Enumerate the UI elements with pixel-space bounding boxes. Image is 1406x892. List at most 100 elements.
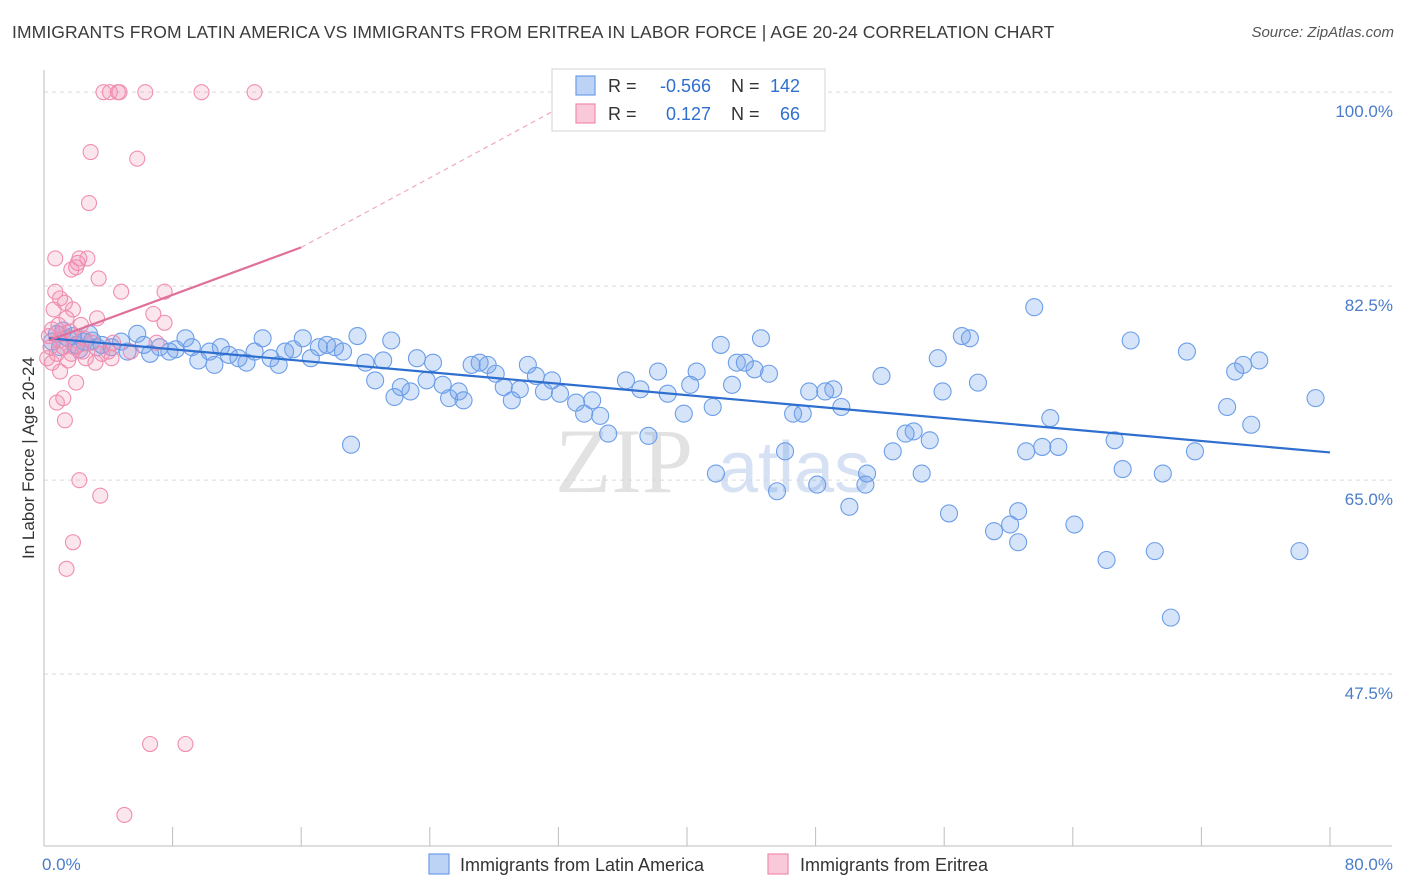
latin-america-point	[1290, 542, 1309, 561]
eritrea-point	[71, 472, 88, 489]
latin-america-point	[1001, 515, 1020, 534]
latin-america-point	[904, 422, 923, 441]
eritrea-point	[58, 560, 75, 577]
eritrea-trend-line	[48, 246, 302, 342]
watermark: ZIP atlas	[555, 410, 870, 512]
latin-america-point	[1234, 355, 1253, 374]
latin-america-point	[1033, 437, 1052, 456]
eritrea-point	[90, 270, 107, 287]
watermark-atlas: atlas	[718, 428, 870, 508]
latin-america-point	[510, 380, 529, 399]
latin-america-point	[639, 426, 658, 445]
latin-america-point	[407, 349, 426, 368]
latin-america-point	[872, 366, 891, 386]
latin-america-point	[1218, 397, 1237, 417]
eritrea-point	[111, 84, 128, 101]
stats-swatch-pink	[575, 103, 596, 124]
latin-america-point	[703, 397, 722, 417]
latin-america-point	[832, 397, 851, 417]
y-tick-label: 82.5%	[1345, 296, 1393, 315]
stats-legend: R = -0.566 N = 142 R = 0.127 N = 66	[551, 68, 826, 132]
y-tick-label: 100.0%	[1335, 102, 1393, 121]
eritrea-point	[246, 84, 263, 101]
eritrea-point	[43, 354, 61, 371]
watermark-zip: ZIP	[555, 410, 693, 512]
latin-america-point	[1025, 298, 1044, 317]
legend-label-eritrea: Immigrants from Eritrea	[800, 855, 989, 875]
latin-america-point	[800, 382, 819, 401]
latin-america-point	[1065, 515, 1084, 534]
latin-america-point	[1041, 409, 1060, 428]
eritrea-point	[80, 194, 98, 212]
latin-america-point	[385, 387, 404, 407]
x-tick-label-start: 0.0%	[42, 855, 81, 874]
latin-america-point	[649, 362, 668, 381]
latin-america-point	[382, 331, 401, 350]
latin-america-point	[824, 380, 843, 399]
latin-america-point	[631, 380, 650, 399]
latin-america-point	[348, 327, 367, 346]
latin-america-point	[542, 371, 562, 390]
legend-swatch-latin-america	[428, 853, 450, 875]
eritrea-point	[52, 363, 69, 380]
latin-america-trend-line	[48, 337, 1331, 454]
latin-america-point	[293, 329, 312, 348]
latin-america-point	[1250, 351, 1269, 370]
eritrea-point	[87, 354, 104, 371]
latin-america-point	[1009, 502, 1028, 521]
legend-swatch-eritrea	[767, 853, 789, 875]
latin-america-point	[356, 353, 375, 372]
latin-america-point	[575, 404, 594, 423]
eritrea-point	[92, 487, 109, 504]
latin-america-point	[745, 360, 764, 379]
eritrea-point	[48, 394, 65, 411]
latin-america-point	[920, 431, 939, 450]
grid-lines	[44, 91, 1392, 675]
stats-n-label-2: N =	[731, 104, 760, 124]
latin-america-point	[128, 324, 147, 343]
latin-america-point	[711, 335, 730, 354]
latin-america-point	[550, 384, 570, 403]
latin-america-point	[205, 355, 224, 374]
axes	[43, 70, 1392, 847]
y-tick-label: 47.5%	[1345, 684, 1393, 703]
latin-america-point	[840, 497, 859, 516]
latin-america-point	[1153, 464, 1172, 483]
stats-r-label-1: R =	[608, 76, 637, 96]
latin-america-point	[591, 406, 610, 425]
stats-n-value-1: 142	[770, 76, 800, 96]
latin-america-point	[928, 349, 947, 368]
eritrea-point	[93, 345, 110, 362]
eritrea-point	[79, 250, 96, 267]
latin-america-point	[1185, 442, 1205, 461]
latin-america-point	[454, 391, 473, 410]
stats-n-value-2: 66	[780, 104, 800, 124]
latin-america-point	[687, 362, 706, 381]
latin-america-point	[1009, 533, 1028, 552]
latin-america-point	[1242, 415, 1261, 434]
latin-america-point	[366, 371, 385, 390]
latin-america-point	[793, 404, 812, 423]
eritrea-point	[177, 735, 194, 753]
eritrea-point	[113, 283, 130, 300]
latin-america-point	[391, 378, 410, 397]
latin-america-point	[1017, 442, 1036, 461]
stats-n-label-1: N =	[731, 76, 760, 96]
eritrea-point	[64, 534, 81, 551]
latin-america-point	[1306, 389, 1325, 408]
latin-america-point	[118, 342, 137, 361]
latin-america-point	[722, 375, 742, 394]
x-tick-label-end: 80.0%	[1345, 855, 1393, 874]
latin-america-point	[808, 475, 827, 494]
latin-america-point	[583, 391, 602, 410]
eritrea-point	[56, 294, 73, 311]
stats-swatch-blue	[575, 75, 596, 96]
eritrea-point	[56, 412, 73, 429]
eritrea-point	[122, 343, 139, 360]
latin-america-point	[333, 342, 353, 361]
eritrea-trend-extension	[300, 86, 599, 248]
eritrea-point	[103, 350, 120, 367]
latin-america-point	[176, 329, 195, 348]
eritrea-point	[58, 310, 75, 327]
